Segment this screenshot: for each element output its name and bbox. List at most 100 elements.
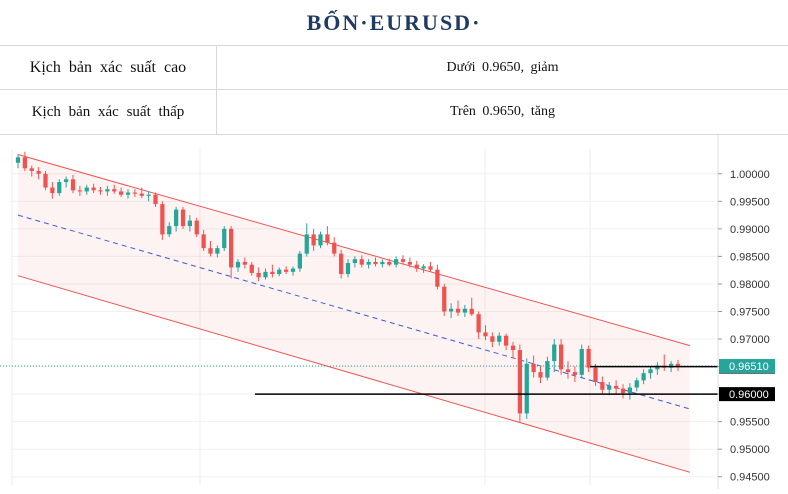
channel-upper-line [17, 154, 691, 347]
candle-body [600, 381, 605, 390]
candle-body [70, 179, 76, 191]
candle-body [57, 182, 62, 194]
candle-body [153, 194, 158, 205]
candle-body [641, 373, 646, 381]
candle-body [366, 261, 371, 265]
candle-body [510, 345, 516, 351]
candle-body [455, 308, 461, 313]
candle-body [359, 259, 364, 265]
candle-body [448, 308, 454, 312]
candle-body [125, 192, 131, 195]
candle-body [538, 372, 543, 378]
candle-body [194, 220, 199, 235]
candle-body [393, 259, 399, 265]
scenario-value-low: Trên 0.9650, tăng [449, 104, 556, 119]
price-tick-label: 0.95500 [730, 417, 770, 429]
candle-body [421, 266, 426, 269]
candle-body [22, 157, 28, 169]
candle-body [36, 171, 41, 174]
candle-body [325, 234, 330, 243]
candle-body [380, 261, 385, 265]
last-price-label-bg [719, 359, 775, 374]
support-level-label: 0.96000 [729, 389, 769, 401]
candle-body [545, 361, 550, 378]
candle-body [304, 234, 309, 254]
candle-body [215, 248, 220, 254]
candle-body [558, 344, 564, 370]
chart-background [0, 135, 788, 489]
page-title: BỐN·EURUSD· [306, 9, 482, 35]
candle-body [112, 189, 117, 192]
candle-body [593, 367, 598, 382]
candle-body [77, 190, 83, 192]
candle-body [15, 157, 21, 163]
price-tick-label: 0.99000 [730, 224, 770, 236]
candle-body [552, 344, 557, 362]
candle-body [634, 380, 639, 388]
candle-body [105, 189, 110, 192]
price-tick-label: 0.98000 [730, 279, 770, 291]
candle-body [270, 271, 275, 275]
candle-body [43, 173, 48, 188]
candle-body [531, 363, 536, 373]
candle-body [84, 187, 89, 192]
candle-body [613, 385, 619, 389]
candle-body [373, 261, 378, 265]
scenario-row-low: Kịch bản xác suất thấp Trên 0.9650, tăng [0, 90, 788, 135]
candle-body [201, 234, 206, 249]
candle-body [524, 363, 529, 414]
candle-body [98, 190, 103, 192]
candle-body [442, 286, 447, 312]
candle-body [435, 269, 440, 287]
scenario-label-high: Kịch bản xác suất cao [0, 46, 217, 89]
candle-body [620, 388, 626, 394]
candle-body [277, 269, 282, 275]
support-level-label-bg [719, 387, 775, 402]
candle-body [675, 363, 681, 367]
candle-body [235, 261, 241, 268]
candle-body [483, 332, 488, 337]
price-tick-label: 0.97500 [730, 306, 770, 318]
chart-svg[interactable]: 1.00000 0.99500 0.99000 0.98500 0.98000 0.975… [0, 135, 788, 489]
price-tick-label: 0.94500 [730, 472, 770, 484]
candle-body [208, 248, 213, 254]
candle-body [249, 264, 254, 273]
candle-body [462, 308, 468, 313]
price-tick-label: 0.95000 [730, 444, 770, 456]
candle-body [63, 179, 69, 183]
price-chart[interactable]: 1.00000 0.99500 0.99000 0.98500 0.98000 0.975… [0, 135, 788, 489]
scenario-row-high: Kịch bản xác suất cao Dưới 0.9650, giảm [0, 46, 788, 90]
price-tick-label: 0.99500 [730, 196, 770, 208]
candle-body [332, 242, 337, 254]
candle-body [338, 253, 344, 275]
candle-body [263, 271, 268, 278]
candle-body [565, 369, 571, 373]
candle-body [668, 363, 674, 368]
price-tick-label: 1.00000 [730, 169, 770, 181]
candle-body [476, 314, 481, 333]
candle-body [118, 191, 124, 195]
candle-body [345, 263, 351, 275]
candle-body [256, 272, 261, 278]
candle-body [222, 228, 227, 249]
candle-body [469, 308, 474, 315]
candle-body [490, 336, 495, 342]
candle-body [180, 209, 186, 227]
candle-body [167, 226, 172, 235]
candle-body [187, 220, 193, 227]
price-tick-label: 0.98500 [730, 251, 770, 263]
last-price-label: 0.96510 [729, 361, 769, 373]
candle-body [414, 264, 419, 269]
candle-body [607, 385, 612, 390]
candle-body [146, 194, 151, 196]
candle-body [139, 193, 144, 196]
candle-body [387, 261, 392, 265]
candle-body [50, 187, 55, 194]
candle-body [297, 253, 303, 269]
channel-lower-line [17, 275, 691, 473]
candle-body [242, 261, 248, 265]
candle-body [228, 228, 234, 268]
candle-body [655, 365, 660, 370]
candle-body [407, 261, 413, 265]
candle-body [586, 348, 591, 368]
